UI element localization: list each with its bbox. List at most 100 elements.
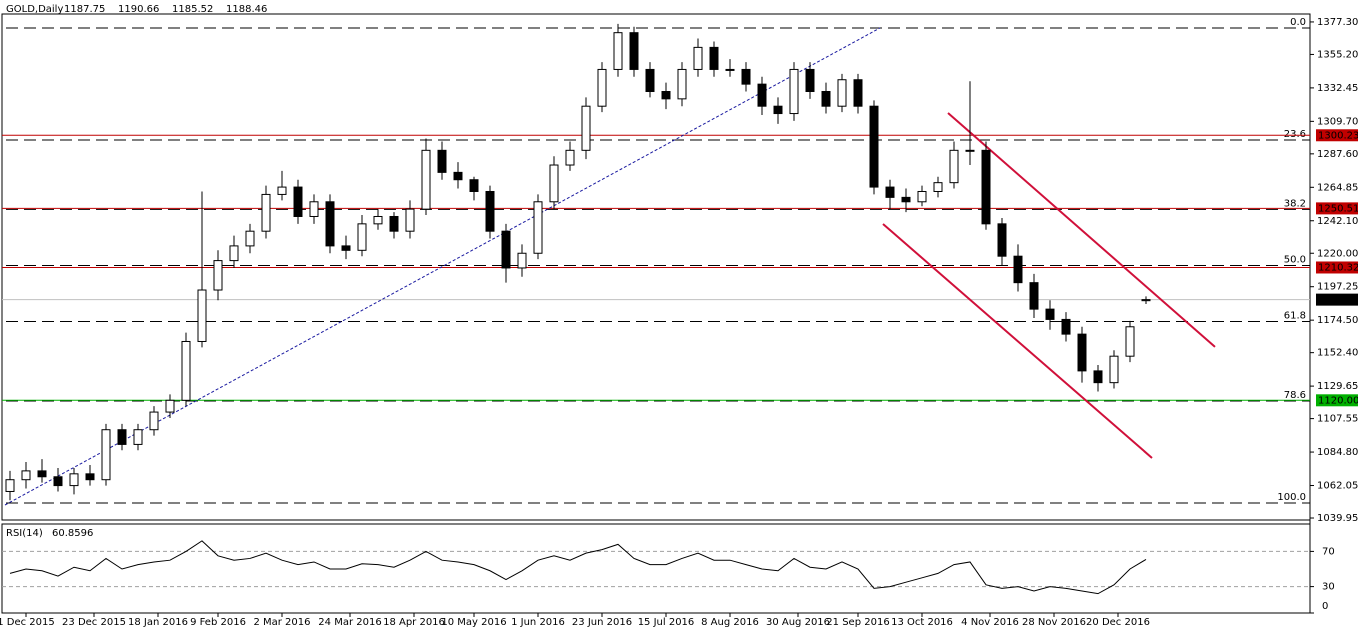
- y-tick-label: 1152.40: [1317, 348, 1358, 359]
- y-tick-label: 70: [1322, 546, 1335, 557]
- candle-body: [725, 68, 735, 71]
- candle-body: [997, 223, 1007, 257]
- x-tick-label: 18 Apr 2016: [383, 617, 445, 628]
- x-tick-label: 28 Nov 2016: [1022, 617, 1086, 628]
- level-label: 1120.00: [1318, 395, 1358, 406]
- candle-body: [1093, 370, 1103, 384]
- candle-body: [661, 90, 671, 100]
- x-tick-label: 9 Feb 2016: [190, 617, 246, 628]
- candle-body: [21, 470, 31, 481]
- last-price-label: 1188.46: [1318, 295, 1358, 306]
- rsi-frame: [1, 523, 1311, 614]
- candle-body: [597, 68, 607, 107]
- candle-body: [693, 46, 703, 70]
- fib-label: 38.2: [1284, 198, 1306, 209]
- candle-body: [357, 223, 367, 251]
- y-tick-label: 1377.30: [1317, 17, 1358, 28]
- candle-body: [821, 90, 831, 107]
- x-tick-label: 1 Dec 2015: [0, 617, 55, 628]
- candle-body: [421, 149, 431, 210]
- y-tick-label: 1309.70: [1317, 116, 1358, 127]
- candle-body: [1061, 318, 1071, 335]
- y-tick-label: 1129.65: [1317, 381, 1358, 392]
- candle-body: [405, 208, 415, 232]
- candle-body: [645, 68, 655, 92]
- candle-body: [1077, 333, 1087, 372]
- candle-body: [853, 79, 863, 107]
- fib-label: 100.0: [1277, 492, 1306, 503]
- candle-body: [389, 215, 399, 232]
- candle-body: [69, 473, 79, 487]
- candle-body: [789, 68, 799, 115]
- candle-body: [565, 149, 575, 166]
- candle-body: [277, 186, 287, 195]
- trend-line: [882, 223, 1153, 459]
- candle-body: [709, 46, 719, 70]
- y-tick-label: 1220.00: [1317, 248, 1358, 259]
- candle-body: [981, 149, 991, 225]
- candle-body: [613, 32, 623, 70]
- candle-body: [229, 245, 239, 262]
- y-tick-label: 1242.10: [1317, 216, 1358, 227]
- candle-body: [901, 196, 911, 203]
- fib-label: 23.6: [1284, 129, 1306, 140]
- rsi-title: RSI(14): [6, 528, 43, 539]
- candle-body: [629, 32, 639, 70]
- x-tick-label: 15 Jul 2016: [638, 617, 695, 628]
- x-tick-label: 13 Oct 2016: [891, 617, 953, 628]
- last-price-box: [1316, 293, 1358, 306]
- y-tick-label: 30: [1322, 582, 1335, 593]
- candle-body: [741, 68, 751, 85]
- fib-label: 78.6: [1284, 390, 1306, 401]
- candle-body: [805, 68, 815, 92]
- x-tick-label: 23 Dec 2015: [62, 617, 126, 628]
- y-tick-label: 1062.05: [1317, 481, 1358, 492]
- x-tick-label: 8 Aug 2016: [701, 617, 759, 628]
- candle-body: [885, 186, 895, 198]
- candle-body: [213, 260, 223, 291]
- candle-body: [149, 411, 159, 431]
- candle-body: [101, 429, 111, 481]
- candle-body: [37, 470, 47, 478]
- candle-body: [677, 68, 687, 100]
- x-tick-label: 10 May 2016: [441, 617, 506, 628]
- ohlc-open: 1187.75: [64, 4, 105, 15]
- candle-body: [837, 79, 847, 107]
- candle-body: [293, 186, 303, 217]
- level-label: 1250.51: [1318, 203, 1358, 214]
- candle-body: [1013, 255, 1023, 284]
- candle-body: [309, 201, 319, 217]
- candle-body: [1141, 299, 1151, 302]
- x-tick-label: 24 Mar 2016: [318, 617, 381, 628]
- fib-label: 61.8: [1284, 310, 1306, 321]
- candle-body: [949, 149, 959, 184]
- y-tick-label: 1355.20: [1317, 49, 1358, 60]
- trend-line: [947, 112, 1216, 348]
- level-label: 1300.23: [1318, 130, 1358, 141]
- candle-body: [373, 215, 383, 225]
- candle-body: [437, 149, 447, 173]
- x-tick-label: 21 Sep 2016: [826, 617, 889, 628]
- ohlc-low: 1185.52: [172, 4, 213, 15]
- candle-body: [133, 429, 143, 445]
- level-box: [1316, 202, 1358, 215]
- candle-body: [1029, 282, 1039, 310]
- y-tick-label: 0: [1322, 601, 1328, 612]
- candle-body: [117, 429, 127, 445]
- y-tick-label: 1287.60: [1317, 149, 1358, 160]
- candle-body: [773, 105, 783, 115]
- candle-body: [325, 201, 335, 247]
- y-tick-label: 1332.45: [1317, 83, 1358, 94]
- candle-body: [549, 164, 559, 203]
- x-tick-label: 20 Dec 2016: [1086, 617, 1150, 628]
- candle-body: [453, 171, 463, 181]
- x-tick-label: 4 Nov 2016: [961, 617, 1019, 628]
- candle-body: [53, 476, 63, 487]
- ohlc-close: 1188.46: [226, 4, 267, 15]
- candle-body: [85, 473, 95, 481]
- level-box: [1316, 261, 1358, 274]
- candle-body: [1109, 355, 1119, 384]
- y-tick-label: 1264.85: [1317, 182, 1358, 193]
- rsi-value: 60.8596: [52, 528, 93, 539]
- x-tick-label: 23 Jun 2016: [572, 617, 632, 628]
